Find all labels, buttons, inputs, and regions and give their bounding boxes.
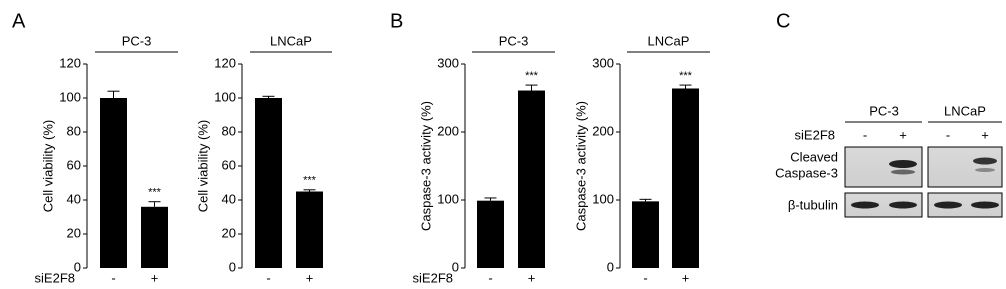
chart-title: PC-3 [122, 33, 152, 48]
panel-label: A [12, 10, 26, 32]
y-tick-label: 300 [592, 55, 614, 70]
error-bar [679, 84, 692, 89]
bar [632, 201, 659, 268]
y-tick-label: 60 [67, 157, 81, 172]
y-tick-label: 0 [74, 259, 81, 274]
bar [672, 88, 699, 268]
row-label: β-tubulin [788, 197, 838, 212]
y-tick-label: 0 [229, 259, 236, 274]
x-tick-label: + [306, 270, 314, 284]
lane-label: - [946, 127, 950, 142]
row-label: Cleaved [790, 149, 838, 164]
treatment-label: siE2F8 [795, 127, 835, 142]
error-bar [148, 201, 161, 207]
error-bar [303, 189, 316, 192]
blot-image [844, 146, 1003, 218]
y-tick-label: 200 [592, 123, 614, 138]
y-tick-label: 20 [222, 225, 236, 240]
y-tick-label: 300 [437, 55, 459, 70]
blot-group: PC-3 [869, 103, 899, 118]
significance: *** [525, 70, 539, 82]
error-bar [262, 95, 275, 98]
x-tick-label: - [266, 270, 270, 284]
bar [477, 200, 504, 268]
x-tick-label: - [111, 270, 115, 284]
y-tick-label: 120 [214, 55, 236, 70]
lane-label: + [981, 127, 989, 142]
x-tick-label: + [528, 270, 536, 284]
error-bar [525, 84, 538, 91]
bar [296, 191, 323, 268]
error-bar [107, 90, 120, 98]
y-tick-label: 100 [592, 191, 614, 206]
x-axis-label: siE2F8 [413, 270, 453, 284]
panel-label: B [390, 10, 403, 32]
y-tick-label: 120 [59, 55, 81, 70]
panel-label: C [776, 10, 790, 32]
chart-title: LNCaP [270, 33, 312, 48]
significance: *** [303, 175, 317, 187]
lane-label: - [863, 127, 867, 142]
bar [518, 90, 545, 269]
x-axis-label: siE2F8 [35, 270, 75, 284]
y-axis-label: Cell viability (%) [40, 120, 55, 212]
x-tick-label: + [151, 270, 159, 284]
significance: *** [148, 187, 162, 199]
blot-group: LNCaP [944, 103, 986, 118]
y-axis-label: Caspase-3 activity (%) [573, 101, 588, 231]
row-label: Caspase-3 [775, 165, 838, 180]
bar [141, 206, 168, 268]
y-tick-label: 0 [607, 259, 614, 274]
y-tick-label: 80 [67, 123, 81, 138]
x-tick-label: - [488, 270, 492, 284]
chart-title: PC-3 [499, 33, 529, 48]
y-tick-label: 200 [437, 123, 459, 138]
chart-title: LNCaP [648, 33, 690, 48]
y-tick-label: 100 [214, 89, 236, 104]
y-tick-label: 100 [59, 89, 81, 104]
y-axis-label: Cell viability (%) [195, 120, 210, 212]
x-tick-label: + [682, 270, 690, 284]
y-tick-label: 20 [67, 225, 81, 240]
y-tick-label: 60 [222, 157, 236, 172]
bar [255, 98, 282, 268]
y-tick-label: 40 [67, 191, 81, 206]
y-tick-label: 0 [452, 259, 459, 274]
y-axis-label: Caspase-3 activity (%) [418, 101, 433, 231]
significance: *** [679, 70, 693, 82]
error-bar [639, 198, 652, 202]
lane-label: + [899, 127, 907, 142]
x-tick-label: - [643, 270, 647, 284]
bar [100, 98, 127, 268]
error-bar [484, 197, 497, 201]
y-tick-label: 100 [437, 191, 459, 206]
y-tick-label: 80 [222, 123, 236, 138]
y-tick-label: 40 [222, 191, 236, 206]
